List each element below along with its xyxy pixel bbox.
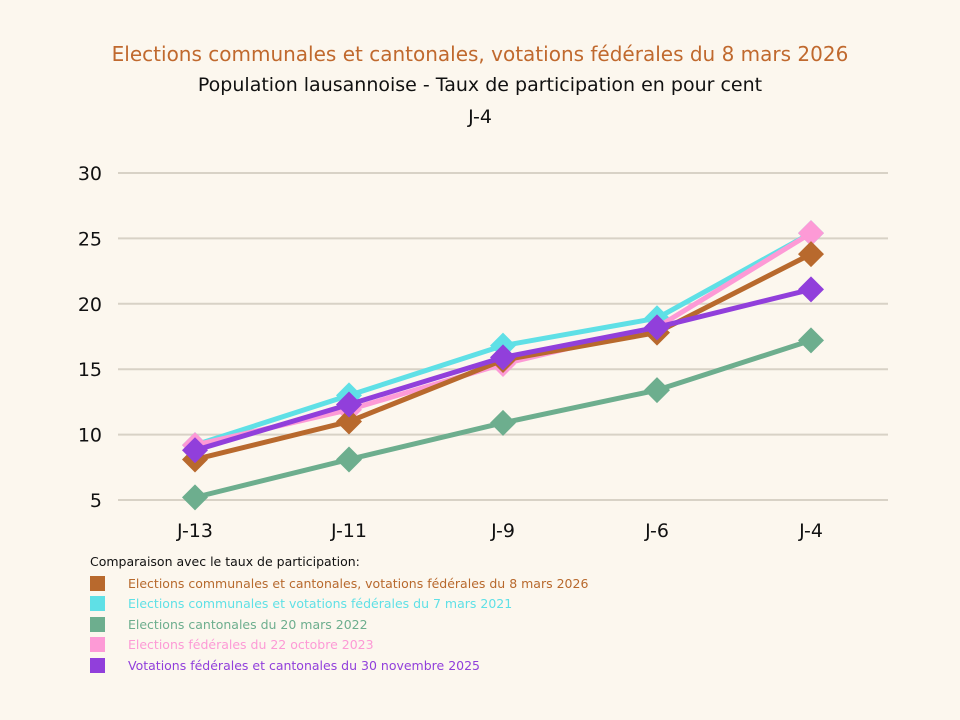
legend-swatch (90, 575, 105, 591)
legend-label: Elections fédérales du 22 octobre 2023 (128, 637, 374, 653)
data-point-marker (798, 276, 824, 303)
y-tick-label: 30 (78, 163, 102, 185)
legend: Comparaison avec le taux de participatio… (90, 554, 588, 676)
data-point-marker (182, 437, 208, 464)
chart-subtitle-period: J-4 (468, 106, 492, 128)
legend-item: Elections communales et cantonales, vota… (90, 573, 588, 594)
data-point-marker (644, 377, 670, 404)
x-tick-label: J-6 (644, 520, 669, 542)
data-point-marker (798, 220, 824, 247)
legend-item: Votations fédérales et cantonales du 30 … (90, 655, 588, 676)
legend-swatch (90, 637, 105, 653)
y-tick-label: 10 (78, 425, 102, 447)
legend-item: Elections communales et votations fédéra… (90, 594, 588, 615)
legend-label: Elections communales et votations fédéra… (128, 596, 513, 612)
data-point-marker (336, 391, 362, 418)
legend-title: Comparaison avec le taux de participatio… (90, 554, 360, 569)
x-tick-label: J-11 (330, 520, 367, 542)
y-tick-label: 20 (78, 294, 102, 316)
y-tick-label: 15 (78, 359, 102, 381)
x-tick-label: J-9 (490, 520, 515, 542)
data-point-marker (490, 409, 516, 436)
data-point-marker (798, 327, 824, 354)
legend-swatch (90, 596, 105, 612)
legend-swatch (90, 616, 105, 632)
y-tick-label: 25 (78, 228, 102, 250)
x-tick-label: J-13 (176, 520, 213, 542)
data-point-marker (336, 408, 362, 435)
legend-swatch (90, 657, 105, 673)
chart-title: Elections communales et cantonales, vota… (111, 42, 849, 66)
data-point-marker (798, 241, 824, 268)
legend-item: Elections fédérales du 22 octobre 2023 (90, 635, 588, 656)
data-point-marker (182, 484, 208, 511)
x-tick-label: J-4 (798, 520, 823, 542)
legend-item: Elections cantonales du 20 mars 2022 (90, 614, 588, 635)
data-point-marker (490, 344, 516, 371)
data-point-marker (336, 446, 362, 473)
y-tick-label: 5 (90, 490, 102, 512)
legend-label: Elections communales et cantonales, vota… (128, 575, 589, 591)
legend-label: Elections cantonales du 20 mars 2022 (128, 616, 368, 632)
chart-subtitle: Population lausannoise - Taux de partici… (197, 74, 763, 96)
data-point-marker (644, 314, 670, 341)
legend-label: Votations fédérales et cantonales du 30 … (128, 657, 481, 673)
